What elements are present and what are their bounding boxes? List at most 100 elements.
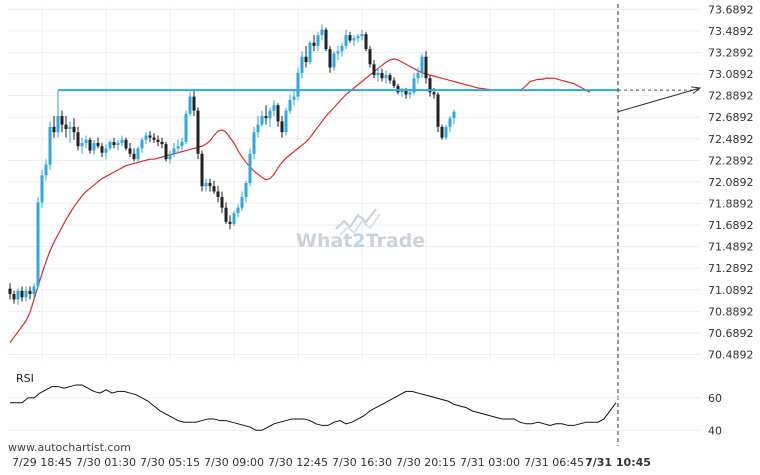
candle-body [44, 164, 48, 176]
candle-body [144, 135, 148, 140]
candle-body [236, 207, 240, 214]
candle-body [444, 126, 448, 138]
candle [96, 137, 100, 149]
candle [196, 107, 200, 160]
candle-body [356, 36, 360, 39]
candle-body [72, 126, 76, 133]
candle-body [352, 38, 356, 41]
price-tick-label: 71.2892 [708, 262, 754, 275]
time-tick-label: 7/31 06:45 [524, 456, 584, 469]
candle [188, 92, 192, 117]
candle [156, 135, 160, 147]
footer-source: www.autochartist.com [8, 441, 131, 454]
candle [68, 121, 72, 144]
candle [108, 139, 112, 151]
candle [384, 70, 388, 84]
candle-body [132, 153, 136, 160]
candle [64, 116, 68, 138]
candle [328, 45, 332, 73]
time-tick-label: 7/30 05:15 [140, 456, 200, 469]
candle-body [92, 143, 96, 151]
moving-average-line [9, 58, 591, 343]
candle-body [308, 42, 312, 63]
candle [288, 94, 292, 114]
candle [324, 27, 328, 52]
candle-body [336, 51, 340, 54]
price-tick-label: 70.6892 [708, 327, 754, 340]
candle-body [404, 90, 408, 95]
candle-body [288, 99, 292, 111]
candle [304, 45, 308, 68]
time-tick-label: 7/30 12:45 [268, 456, 328, 469]
candle [48, 121, 52, 170]
candle [332, 51, 336, 71]
candle-body [160, 141, 164, 145]
candle [240, 191, 244, 211]
candle-body [400, 90, 404, 93]
price-tick-label: 71.6892 [708, 219, 754, 232]
candle [164, 141, 168, 162]
candle [208, 178, 212, 192]
candle [360, 29, 364, 41]
candle [56, 90, 60, 138]
candle [132, 148, 136, 162]
candle-body [388, 75, 392, 81]
candle-body [256, 124, 260, 133]
candle [84, 135, 88, 149]
candle [372, 59, 376, 79]
candle-body [224, 207, 228, 222]
candle [268, 107, 272, 127]
candle [120, 135, 124, 147]
candle [292, 89, 296, 106]
candle [316, 31, 320, 52]
candle-body [436, 94, 440, 127]
candle [348, 31, 352, 43]
candle-body [196, 110, 200, 154]
candle-body [164, 144, 168, 160]
candle [100, 143, 104, 158]
candle-body [384, 75, 388, 79]
candle-body [364, 34, 368, 50]
time-tick-label: 7/31 03:00 [460, 456, 520, 469]
candle [160, 137, 164, 149]
candle-body [36, 202, 40, 287]
candle-body [264, 116, 268, 119]
candle-body [328, 49, 332, 68]
price-axis: 73.6892 73.4892 73.2892 73.0892 72.8892 72.68… [708, 3, 754, 361]
candle [112, 137, 116, 149]
candle-body [420, 56, 424, 73]
candle [128, 143, 132, 158]
candle-body [300, 56, 304, 73]
candle-body [268, 110, 272, 119]
candle-body [16, 290, 20, 300]
candle-body [212, 186, 216, 192]
candle [356, 34, 360, 43]
watermark-logo-icon [335, 208, 381, 236]
candle-body [136, 148, 140, 160]
candle [88, 137, 92, 154]
candle-body [304, 56, 308, 63]
price-grid [8, 6, 700, 362]
candle [52, 116, 56, 138]
candle [28, 286, 32, 300]
candle-body [120, 139, 124, 144]
candle-body [316, 35, 320, 46]
candle-body [320, 29, 324, 36]
candle-body [172, 148, 176, 154]
candle [152, 133, 156, 144]
candle-body [128, 148, 132, 154]
candle [168, 150, 172, 164]
candle [300, 51, 304, 79]
price-tick-label: 71.0892 [708, 284, 754, 297]
candle-body [380, 72, 384, 79]
candle-body [276, 105, 280, 122]
candle [428, 75, 432, 97]
rsi-tick-label: 60 [708, 392, 722, 405]
candle [20, 286, 24, 302]
candle-body [108, 141, 112, 149]
candle [92, 139, 96, 155]
candle-body [228, 221, 232, 224]
candle-body [360, 34, 364, 37]
projection-arrow-head [691, 86, 702, 95]
candle [320, 24, 324, 41]
